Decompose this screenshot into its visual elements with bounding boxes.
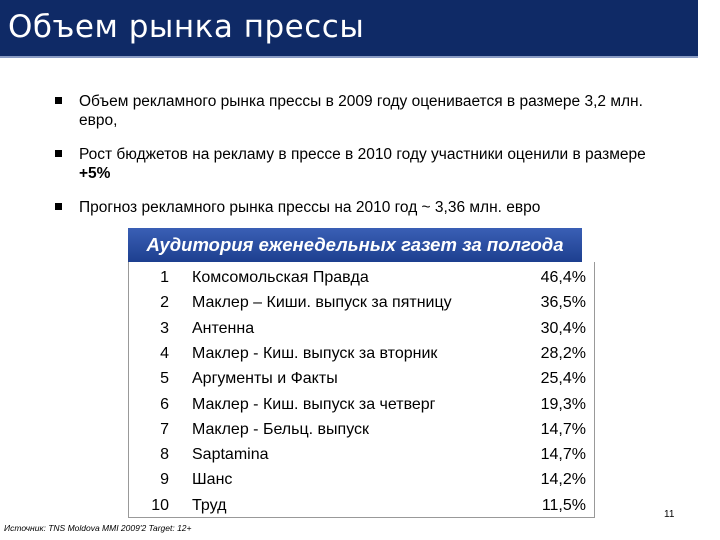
table-row: 1 Комсомольская Правда 46,4% <box>129 265 594 290</box>
value-cell: 11,5% <box>541 496 586 514</box>
bullet-emphasis: +5% <box>79 165 111 182</box>
bullet-marker <box>55 97 62 104</box>
table-row: 5 Аргументы и Факты 25,4% <box>129 366 594 391</box>
bullet-marker <box>55 203 62 210</box>
name-cell: Маклер - Киш. выпуск за вторник <box>192 344 438 362</box>
name-cell: Труд <box>192 496 227 514</box>
table: 1 Комсомольская Правда 46,4% 2 Маклер – Киши… <box>128 262 595 518</box>
rank-cell: 8 <box>160 446 169 464</box>
value-cell: 28,2% <box>540 344 586 362</box>
bullet-text: Объем рекламного рынка прессы в 2009 год… <box>79 93 643 129</box>
rank-cell: 3 <box>160 319 169 337</box>
table-row: 7 Маклер - Бельц. выпуск 14,7% <box>129 417 594 442</box>
value-cell: 25,4% <box>540 370 586 388</box>
table-row: 6 Маклер - Киш. выпуск за четверг 19,3% <box>129 392 594 417</box>
name-cell: Маклер - Киш. выпуск за четверг <box>192 395 436 413</box>
value-cell: 36,5% <box>540 294 586 312</box>
bullet-text: Рост бюджетов на рекламу в прессе в 2010… <box>79 145 679 183</box>
table-title: Аудитория еженедельных газет за полгода <box>128 228 582 262</box>
rank-cell: 1 <box>160 269 169 286</box>
table-row: 3 Антенна 30,4% <box>129 316 594 341</box>
name-cell: Аргументы и Факты <box>192 370 338 388</box>
slide-title: Объем рынка прессы <box>8 9 365 45</box>
rank-cell: 2 <box>160 294 169 312</box>
table-row: 4 Маклер - Киш. выпуск за вторник 28,2% <box>129 341 594 366</box>
name-cell: Saptamina <box>192 446 269 464</box>
table-row: 9 Шанс 14,2% <box>129 467 594 492</box>
rank-cell: 6 <box>160 395 169 413</box>
value-cell: 14,7% <box>540 420 586 438</box>
bullet-text: Прогноз рекламного рынка прессы на 2010 … <box>79 199 541 216</box>
value-cell: 14,7% <box>540 446 586 464</box>
bullet-marker <box>55 150 62 157</box>
rank-cell: 7 <box>160 420 169 438</box>
table-row: 8 Saptamina 14,7% <box>129 442 594 467</box>
source-note: Источник: TNS Moldova MMI 2009'2 Target:… <box>4 523 192 533</box>
value-cell: 46,4% <box>540 269 586 286</box>
name-cell: Комсомольская Правда <box>192 269 369 286</box>
name-cell: Маклер – Киши. выпуск за пятницу <box>192 294 452 312</box>
bullet-text: Рост бюджетов на рекламу в прессе в 2010… <box>79 146 646 163</box>
rank-cell: 5 <box>160 370 169 388</box>
name-cell: Шанс <box>192 471 233 489</box>
table-row: 10 Труд 11,5% <box>129 493 594 518</box>
header-bar: Объем рынка прессы <box>0 0 698 58</box>
value-cell: 19,3% <box>540 395 586 413</box>
page-number: 11 <box>664 509 675 520</box>
name-cell: Антенна <box>192 319 255 337</box>
name-cell: Маклер - Бельц. выпуск <box>192 420 370 438</box>
rank-cell: 4 <box>160 344 169 362</box>
value-cell: 30,4% <box>540 319 586 337</box>
rank-cell: 10 <box>151 496 169 514</box>
table-row: 2 Маклер – Киши. выпуск за пятницу 36,5% <box>129 290 594 315</box>
value-cell: 14,2% <box>540 471 586 489</box>
rank-cell: 9 <box>160 471 169 489</box>
